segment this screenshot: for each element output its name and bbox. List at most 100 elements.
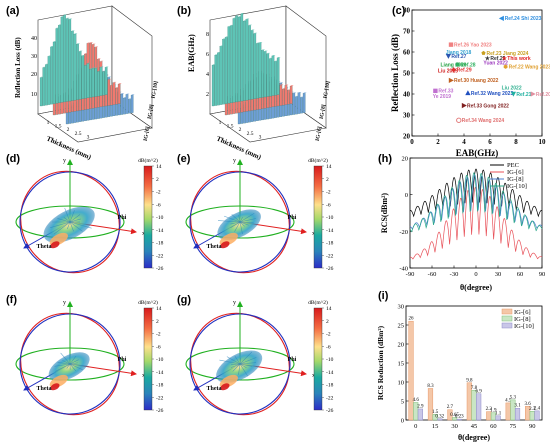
bar-3d-top — [271, 55, 276, 56]
i-x-tick-label: 15 — [432, 423, 439, 430]
colorbar-tick-label: -22 — [326, 253, 334, 259]
panel-e-radiation: y x Phi Theta dB(m^2)14 2 -2 -6 -10 -14 -18 -22 -26 — [185, 157, 334, 274]
bar-3d-top — [66, 17, 70, 19]
bar-3d — [250, 30, 254, 100]
bar-value-label: 0.23 — [455, 415, 464, 420]
theta-label: Theta — [37, 386, 52, 392]
lobe-spike — [60, 352, 71, 365]
i-y-tick-label: 0 — [401, 418, 404, 425]
colorbar-tick-label: -6 — [326, 344, 331, 350]
lobe-spike — [217, 220, 241, 223]
bar-3d — [235, 16, 238, 103]
i-y-tick-label: 25 — [398, 323, 405, 330]
lobe-spike — [69, 221, 74, 232]
bar-3d — [47, 56, 51, 105]
reduction-bar — [447, 409, 453, 421]
elevation-ring — [19, 171, 121, 273]
bar-3d — [123, 97, 126, 115]
lobe-spike — [239, 351, 253, 365]
panel-c-xlabel: EAB(GHz) — [456, 148, 499, 158]
h-x-tick-label: 90 — [539, 271, 546, 278]
panel-d-radiation: y x Phi Theta dB(m^2)14 2 -2 -6 -10 -14 -18 -22 -26 — [15, 157, 164, 274]
bar-3d — [237, 16, 241, 102]
panel-g-radiation: y x Phi Theta dB(m^2)14 2 -2 -6 -10 -14 -18 -22 -26 — [185, 299, 334, 416]
bar-3d-top — [261, 49, 265, 51]
theta-label: Theta — [207, 244, 222, 250]
bar-value-label: 2.4 — [534, 406, 541, 411]
phi-label: Phi — [288, 357, 297, 363]
z-tick-label: 8 — [206, 32, 209, 38]
marker-triangle-right — [448, 77, 454, 83]
x-tick-label: 2.5 — [247, 131, 254, 137]
bar-3d — [86, 63, 90, 98]
bar-3d-top — [71, 30, 75, 32]
radiation-lobe — [48, 352, 90, 382]
lobe-spike — [239, 357, 257, 365]
bar-3d — [52, 41, 56, 104]
radiation-lobe-peak — [220, 383, 230, 391]
c-point-label: Liang 2019 — [441, 62, 467, 68]
colorbar-title: dB(m^2) — [308, 299, 328, 306]
i-x-tick-label: 75 — [510, 423, 517, 430]
panel-a-zlabel: Reflection Loss (dB) — [14, 37, 22, 98]
lobe-spike — [54, 363, 71, 367]
c-point-label: Yuan 2022 — [483, 60, 508, 66]
c-data-point: Ref.33 Gong 2022 — [461, 102, 509, 109]
colorbar — [143, 307, 153, 411]
x-axis-label: x — [312, 373, 315, 379]
lobe-spike — [239, 221, 254, 224]
reduction-bar — [495, 415, 501, 421]
h-x-tick-label: -60 — [428, 271, 437, 278]
lobe-spike — [239, 213, 255, 223]
lobe-spike — [238, 363, 241, 375]
x-tick-label: 2 — [67, 127, 70, 133]
bar-3d — [295, 96, 298, 115]
colorbar-tick-label: -22 — [156, 395, 164, 401]
bar-3d — [224, 102, 228, 116]
legend-label: IG-[6] — [507, 169, 524, 176]
x-tick-label: 3 — [259, 134, 262, 140]
c-point-label: Ref.34 Wang 2024 — [462, 118, 505, 124]
bar-3d-top — [63, 14, 67, 16]
panel-label-f: (f) — [6, 294, 17, 306]
c-x-tick-label: 6 — [488, 138, 492, 146]
legend-label: IG-[6] — [514, 309, 531, 316]
radiation-lobe-peak — [50, 241, 60, 249]
reduction-bar — [417, 408, 423, 421]
c-x-tick-label: 8 — [514, 138, 518, 146]
lobe-spike — [67, 221, 71, 230]
bar-3d — [302, 93, 306, 113]
bar-3d-top — [118, 83, 122, 85]
colorbar-tick-label: -14 — [326, 370, 334, 376]
bar-3d — [115, 87, 118, 105]
lobe-spike — [239, 362, 257, 365]
z-tick-label: 30 — [31, 54, 37, 60]
colorbar-tick-label: 2 — [326, 319, 329, 325]
bar-3d-top — [92, 43, 96, 45]
bar-3d — [117, 83, 121, 104]
bar-3d — [276, 57, 280, 95]
bar-3d-top — [253, 32, 258, 34]
lobe-spike — [239, 363, 247, 368]
lobe-spike — [69, 221, 92, 229]
colorbar-tick-label: -22 — [326, 395, 334, 401]
bar-3d — [287, 90, 290, 105]
c-data-point: Ref.24 Shi 2023 — [498, 15, 542, 22]
colorbar-tick-label: 2 — [326, 177, 329, 183]
panel-label-b: (b) — [177, 5, 191, 17]
bar-3d-top — [107, 78, 112, 80]
panel-b-zlabel: EAB(GHz) — [187, 34, 196, 72]
colorbar-title: dB(m^2) — [138, 299, 158, 306]
bar-3d-top — [279, 82, 284, 84]
elevation-ring — [189, 171, 291, 273]
marker-square — [448, 42, 454, 47]
bar-3d-top — [79, 50, 83, 52]
bar-3d — [253, 33, 257, 99]
i-y-tick-label: 15 — [398, 361, 405, 368]
lobe-spike — [239, 357, 242, 365]
colorbar-tick-label: -2 — [326, 190, 331, 196]
colorbar-tick-label: -14 — [156, 370, 164, 376]
z-tick-label: 6 — [206, 52, 209, 58]
bar-3d-top — [99, 66, 104, 68]
panel-i-rcs-reduction: 0 5 10 15 20 25 30 0 15 30 45 60 75 90 26 4.62.9 8.3 1.5… — [376, 304, 543, 442]
